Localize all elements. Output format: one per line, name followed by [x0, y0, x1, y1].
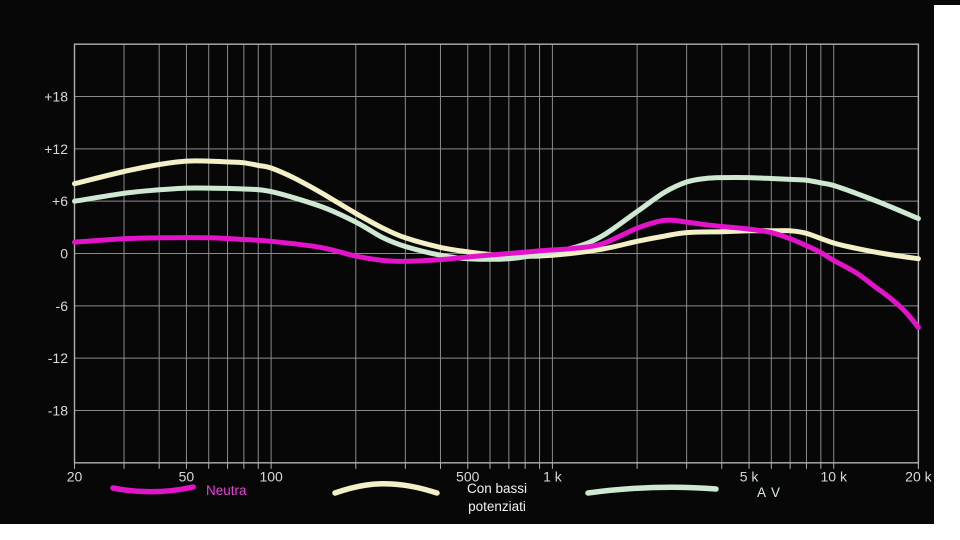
legend-label-con-bassi-line1: Con bassi — [466, 481, 528, 496]
x-tick-label: 500 — [456, 468, 480, 484]
y-tick-label: 0 — [60, 246, 68, 262]
y-tick-label: +18 — [44, 89, 68, 105]
x-tick-label: 10 k — [820, 468, 847, 484]
legend-label-av: A V — [757, 485, 782, 500]
legend-swatch-neutra — [110, 484, 196, 495]
x-tick-label: 50 — [179, 468, 195, 484]
x-tick-label: 20 k — [905, 468, 932, 484]
y-tick-label: -6 — [56, 298, 69, 314]
legend-swatch-con-bassi — [332, 481, 440, 496]
plot-frame — [73, 43, 920, 464]
x-tick-label: 1 k — [543, 468, 563, 484]
axis-tick-marks — [74, 462, 919, 469]
y-tick-label: +12 — [44, 141, 68, 157]
x-tick-label: 5 k — [740, 468, 760, 484]
legend-label-neutra: Neutra — [206, 483, 247, 498]
y-tick-label: -18 — [48, 402, 68, 418]
y-tick-label: -12 — [48, 350, 68, 366]
response-curves — [72, 158, 921, 331]
x-tick-label: 100 — [259, 468, 283, 484]
x-tick-label: 20 — [67, 468, 83, 484]
y-tick-label: +6 — [52, 193, 68, 209]
curve-con-bassi-potenziati — [72, 158, 921, 262]
chart-panel-background — [0, 0, 934, 524]
legend-label-con-bassi: Con bassi potenziati — [458, 480, 536, 516]
curve-neutra — [72, 217, 921, 331]
legend-label-con-bassi-line2: potenziati — [468, 499, 526, 514]
legend-swatch-av — [585, 484, 719, 496]
legend-swatches — [110, 481, 719, 496]
y-axis-labels: +18 +12 +6 0 -6 -12 -18 — [44, 89, 68, 419]
x-axis-labels: 20 50 100 500 1 k 5 k 10 k 20 k — [67, 468, 933, 484]
